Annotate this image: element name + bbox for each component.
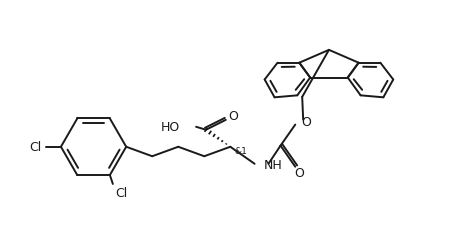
Text: O: O [229,110,239,123]
Text: O: O [301,116,311,129]
Text: Cl: Cl [115,186,127,200]
Text: NH: NH [264,159,282,172]
Text: HO: HO [161,121,180,134]
Text: O: O [294,167,304,179]
Text: Cl: Cl [29,141,41,154]
Text: &1: &1 [234,147,248,155]
